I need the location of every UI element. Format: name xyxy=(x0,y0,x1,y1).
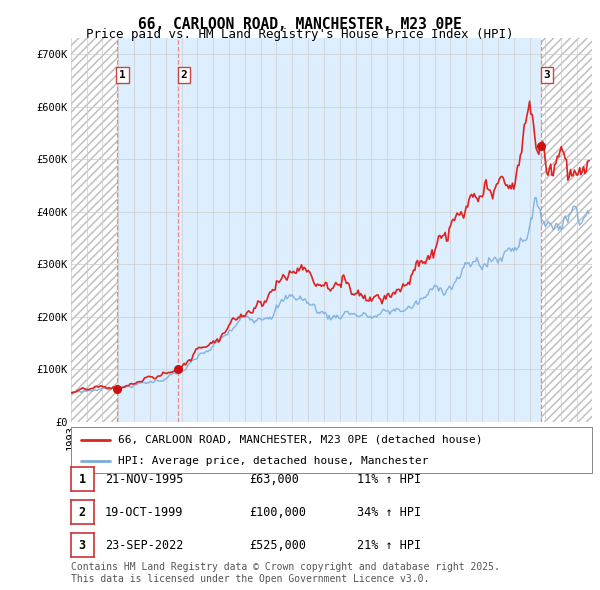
Text: Price paid vs. HM Land Registry's House Price Index (HPI): Price paid vs. HM Land Registry's House … xyxy=(86,28,514,41)
Text: £525,000: £525,000 xyxy=(249,539,306,552)
Text: 2: 2 xyxy=(181,70,188,80)
Text: HPI: Average price, detached house, Manchester: HPI: Average price, detached house, Manc… xyxy=(118,455,428,466)
Text: 11% ↑ HPI: 11% ↑ HPI xyxy=(357,473,421,486)
Text: 1: 1 xyxy=(79,473,86,486)
Text: 34% ↑ HPI: 34% ↑ HPI xyxy=(357,506,421,519)
Text: 21-NOV-1995: 21-NOV-1995 xyxy=(105,473,184,486)
Text: 3: 3 xyxy=(544,70,550,80)
Text: £63,000: £63,000 xyxy=(249,473,299,486)
Text: 2: 2 xyxy=(79,506,86,519)
Text: 66, CARLOON ROAD, MANCHESTER, M23 0PE: 66, CARLOON ROAD, MANCHESTER, M23 0PE xyxy=(138,17,462,31)
Text: Contains HM Land Registry data © Crown copyright and database right 2025.
This d: Contains HM Land Registry data © Crown c… xyxy=(71,562,500,584)
Text: 19-OCT-1999: 19-OCT-1999 xyxy=(105,506,184,519)
Text: 21% ↑ HPI: 21% ↑ HPI xyxy=(357,539,421,552)
Text: 23-SEP-2022: 23-SEP-2022 xyxy=(105,539,184,552)
Text: £100,000: £100,000 xyxy=(249,506,306,519)
Text: 66, CARLOON ROAD, MANCHESTER, M23 0PE (detached house): 66, CARLOON ROAD, MANCHESTER, M23 0PE (d… xyxy=(118,435,482,445)
Text: 1: 1 xyxy=(119,70,126,80)
Text: 3: 3 xyxy=(79,539,86,552)
